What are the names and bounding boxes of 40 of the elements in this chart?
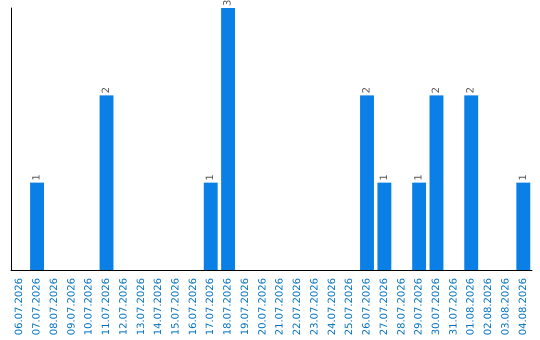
x-tick-label: 27.07.2026 xyxy=(378,278,390,336)
x-tick-label: 01.08.2026 xyxy=(466,278,477,336)
x-tick-label: 06.07.2026 xyxy=(14,278,26,336)
data-label: 2 xyxy=(362,86,373,94)
x-tick-label: 11.07.2026 xyxy=(101,278,112,336)
data-label: 1 xyxy=(414,174,425,181)
x-tick-label: 08.07.2026 xyxy=(48,278,60,336)
x-tick-label: 19.07.2026 xyxy=(240,278,251,336)
x-tick-label: 02.08.2026 xyxy=(483,278,494,336)
x-tick-label: 03.08.2026 xyxy=(500,278,512,336)
x-tick-label: 04.08.2026 xyxy=(518,278,529,336)
x-tick-label: 10.07.2026 xyxy=(84,278,95,336)
x-tick-label: 21.07.2026 xyxy=(274,278,286,336)
data-label: 3 xyxy=(222,0,234,6)
x-tick-label: 31.07.2026 xyxy=(448,278,460,336)
x-tick-label: 25.07.2026 xyxy=(344,278,356,336)
x-tick-label: 15.07.2026 xyxy=(170,278,182,336)
x-tick-label: 18.07.2026 xyxy=(222,278,234,336)
data-label: 1 xyxy=(518,174,529,181)
x-tick-label: 29.07.2026 xyxy=(414,278,425,336)
x-tick-label: 28.07.2026 xyxy=(396,278,408,336)
data-label: 1 xyxy=(32,174,43,181)
x-tick-label: 24.07.2026 xyxy=(326,278,338,336)
x-tick-label: 13.07.2026 xyxy=(136,278,147,336)
data-label: 2 xyxy=(466,86,477,94)
data-label: 2 xyxy=(430,86,442,94)
x-tick-label: 09.07.2026 xyxy=(66,278,78,336)
x-tick-label: 20.07.2026 xyxy=(257,278,268,336)
data-label: 2 xyxy=(101,86,112,94)
x-tick-label: 12.07.2026 xyxy=(118,278,130,336)
x-tick-label: 22.07.2026 xyxy=(292,278,304,336)
data-label: 1 xyxy=(205,174,216,181)
x-tick-label: 14.07.2026 xyxy=(153,278,164,336)
x-tick-label: 30.07.2026 xyxy=(430,278,442,336)
x-tick-label: 16.07.2026 xyxy=(188,278,199,336)
x-tick-label: 17.07.2026 xyxy=(205,278,216,336)
data-label: 1 xyxy=(378,174,390,181)
x-tick-label: 26.07.2026 xyxy=(362,278,373,336)
x-tick-label: 23.07.2026 xyxy=(309,278,320,336)
x-tick-label: 07.07.2026 xyxy=(32,278,43,336)
